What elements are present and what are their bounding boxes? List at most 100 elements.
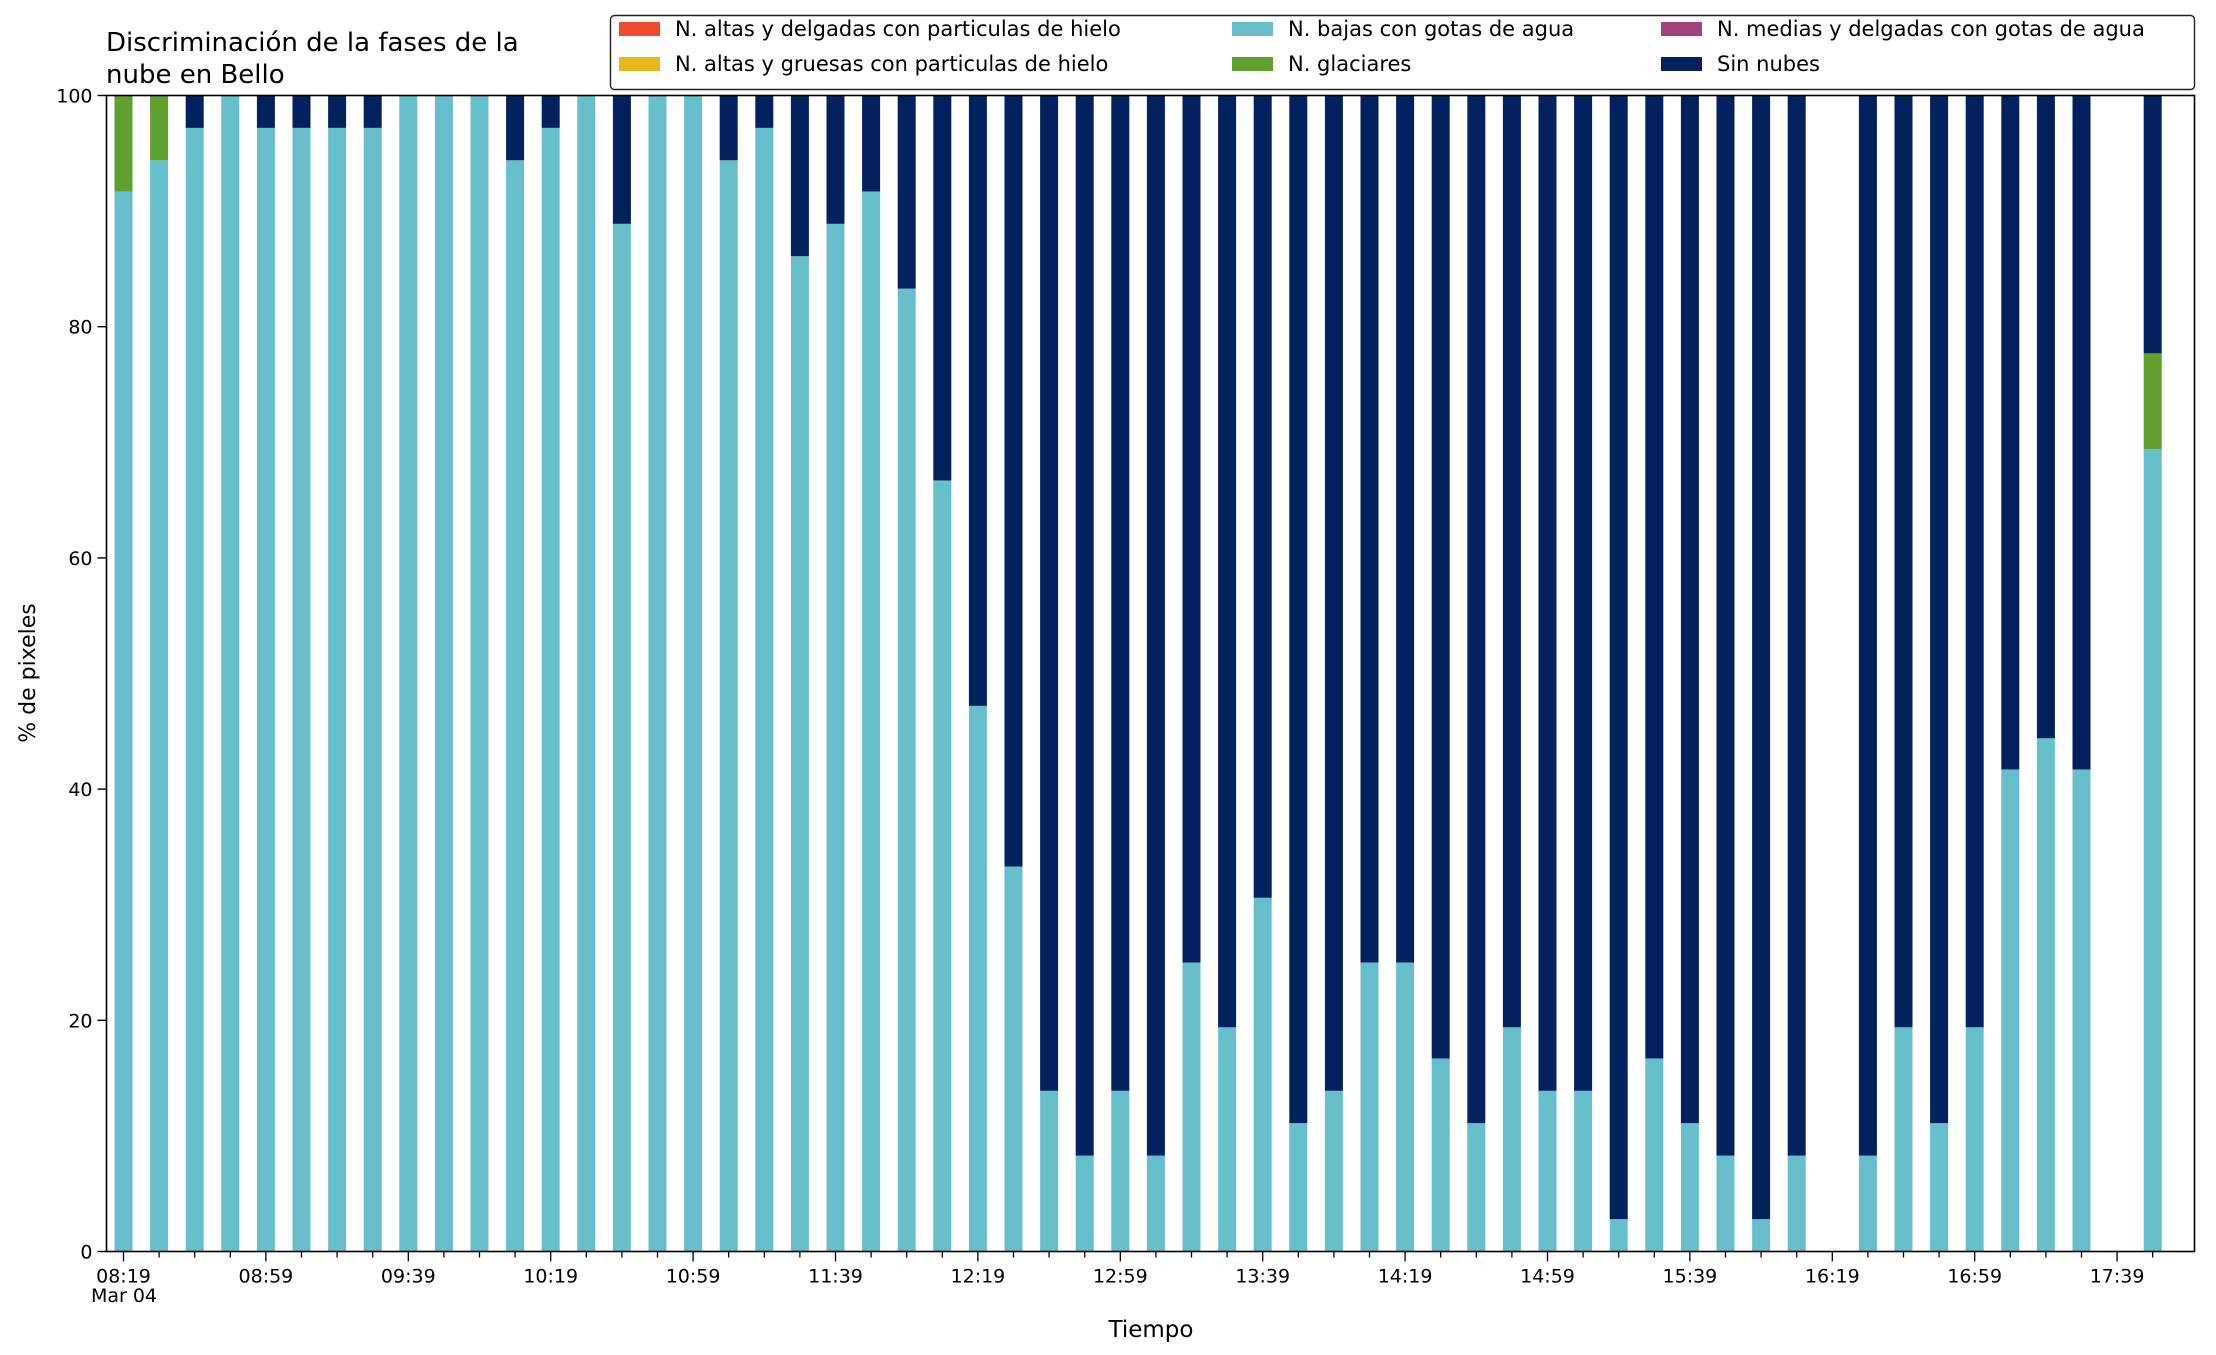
bar-segment-29-series-5 bbox=[1146, 95, 1165, 1156]
legend-label-2: N. bajas con gotas de agua bbox=[1288, 17, 1574, 41]
bar-segment-57-series-3 bbox=[2143, 353, 2162, 450]
y-tick-label-0: 0 bbox=[80, 1242, 92, 1264]
bar-segment-8-series-2 bbox=[399, 95, 418, 1252]
x-tick-label-11: 15:39 bbox=[1663, 1266, 1718, 1288]
bar-segment-9-series-2 bbox=[434, 95, 453, 1252]
bar-segment-55-series-2 bbox=[2072, 769, 2091, 1252]
bar-segment-52-series-5 bbox=[1965, 95, 1984, 1028]
bar-segment-17-series-5 bbox=[719, 95, 738, 161]
bar-segment-27-series-2 bbox=[1075, 1155, 1094, 1252]
bar-segment-43-series-5 bbox=[1645, 95, 1664, 1059]
legend-swatch-5 bbox=[1661, 57, 1702, 71]
bar-segment-33-series-2 bbox=[1289, 1123, 1308, 1252]
bar-segment-20-series-5 bbox=[826, 95, 845, 224]
bar-segment-24-series-2 bbox=[968, 705, 987, 1252]
x-tick-label-10: 14:59 bbox=[1520, 1266, 1575, 1288]
bar-segment-17-series-2 bbox=[719, 160, 738, 1252]
bar-segment-1-series-2 bbox=[150, 160, 169, 1252]
legend-label-5: Sin nubes bbox=[1717, 52, 1820, 76]
bar-segment-20-series-2 bbox=[826, 223, 845, 1252]
bar-segment-25-series-5 bbox=[1004, 95, 1023, 867]
y-tick-label-5: 100 bbox=[56, 86, 92, 108]
bar-segment-31-series-5 bbox=[1218, 95, 1237, 1028]
legend-frame bbox=[609, 14, 2196, 91]
bar-segment-52-series-2 bbox=[1965, 1027, 1984, 1252]
bar-segment-46-series-2 bbox=[1752, 1219, 1771, 1252]
bar-segment-40-series-5 bbox=[1538, 95, 1557, 1091]
bar-segment-6-series-5 bbox=[328, 95, 347, 128]
y-tick-label-3: 60 bbox=[68, 548, 92, 570]
bar-segment-19-series-2 bbox=[790, 256, 809, 1252]
bar-segment-50-series-2 bbox=[1894, 1027, 1913, 1252]
bar-segment-21-series-2 bbox=[862, 191, 881, 1252]
bar-segment-14-series-5 bbox=[612, 95, 631, 224]
x-tick-label-7: 12:59 bbox=[1093, 1266, 1148, 1288]
bar-segment-53-series-2 bbox=[2001, 769, 2020, 1252]
bar-segment-54-series-5 bbox=[2036, 95, 2055, 739]
bar-segment-2-series-2 bbox=[185, 127, 204, 1252]
legend-swatch-1 bbox=[619, 57, 660, 71]
bar-segment-18-series-5 bbox=[755, 95, 774, 128]
bar-segment-37-series-5 bbox=[1431, 95, 1450, 1059]
bar-segment-37-series-2 bbox=[1431, 1058, 1450, 1252]
bar-segment-41-series-5 bbox=[1574, 95, 1593, 1091]
legend: N. altas y delgadas con particulas de hi… bbox=[609, 14, 2196, 91]
bar-segment-23-series-2 bbox=[933, 480, 952, 1252]
bar-segment-0-series-2 bbox=[114, 191, 133, 1252]
bar-segment-11-series-5 bbox=[506, 95, 525, 161]
bar-segment-40-series-2 bbox=[1538, 1090, 1557, 1252]
legend-label-3: N. glaciares bbox=[1288, 52, 1411, 76]
bar-segment-36-series-2 bbox=[1396, 962, 1415, 1252]
bar-segment-32-series-2 bbox=[1253, 897, 1272, 1252]
bar-segment-47-series-2 bbox=[1787, 1155, 1806, 1252]
bar-segment-15-series-2 bbox=[648, 95, 667, 1252]
legend-swatch-3 bbox=[1232, 57, 1273, 71]
bar-segment-36-series-5 bbox=[1396, 95, 1415, 963]
bar-segment-26-series-2 bbox=[1040, 1090, 1059, 1252]
y-axis-label: % de pixeles bbox=[16, 603, 41, 742]
x-tick-sublabel: Mar 04 bbox=[91, 1285, 157, 1307]
bar-segment-42-series-2 bbox=[1609, 1219, 1628, 1252]
bar-segment-10-series-2 bbox=[470, 95, 489, 1252]
bar-segment-12-series-5 bbox=[541, 95, 560, 128]
bar-segment-0-series-3 bbox=[114, 95, 133, 192]
x-tick-label-8: 13:39 bbox=[1235, 1266, 1290, 1288]
legend-swatch-0 bbox=[619, 22, 660, 36]
bar-segment-6-series-2 bbox=[328, 127, 347, 1252]
legend-label-4: N. medias y delgadas con gotas de agua bbox=[1717, 17, 2145, 41]
bar-segment-46-series-5 bbox=[1752, 95, 1771, 1220]
bar-segment-42-series-5 bbox=[1609, 95, 1628, 1220]
bar-segment-27-series-5 bbox=[1075, 95, 1094, 1156]
bar-segment-22-series-5 bbox=[897, 95, 916, 289]
bar-segment-45-series-2 bbox=[1716, 1155, 1735, 1252]
bar-segment-31-series-2 bbox=[1218, 1027, 1237, 1252]
bar-segment-5-series-2 bbox=[292, 127, 311, 1252]
y-axis: 0 20 40 60 80 100 bbox=[56, 86, 107, 1264]
bar-segment-41-series-2 bbox=[1574, 1090, 1593, 1252]
bar-segment-44-series-2 bbox=[1680, 1123, 1699, 1252]
x-tick-label-3: 10:19 bbox=[523, 1266, 578, 1288]
bar-segment-7-series-5 bbox=[363, 95, 382, 128]
y-tick-label-1: 20 bbox=[68, 1010, 92, 1032]
bar-segment-47-series-5 bbox=[1787, 95, 1806, 1156]
bar-segment-7-series-2 bbox=[363, 127, 382, 1252]
bar-segment-38-series-2 bbox=[1467, 1123, 1486, 1252]
bar-segment-2-series-5 bbox=[185, 95, 204, 128]
bar-segment-44-series-5 bbox=[1680, 95, 1699, 1124]
bar-segment-4-series-2 bbox=[256, 127, 275, 1252]
bar-segment-51-series-5 bbox=[1930, 95, 1949, 1124]
bar-segment-11-series-2 bbox=[506, 160, 525, 1252]
bar-segment-43-series-2 bbox=[1645, 1058, 1664, 1252]
bar-segment-5-series-5 bbox=[292, 95, 311, 128]
bar-segment-57-series-5 bbox=[2143, 95, 2162, 354]
x-tick-label-4: 10:59 bbox=[666, 1266, 721, 1288]
bar-segment-28-series-5 bbox=[1111, 95, 1130, 1091]
bar-segment-4-series-5 bbox=[256, 95, 275, 128]
bar-segment-30-series-2 bbox=[1182, 962, 1201, 1252]
bar-segment-16-series-2 bbox=[684, 95, 703, 1252]
bar-segment-19-series-5 bbox=[790, 95, 809, 257]
bar-segment-49-series-2 bbox=[1858, 1155, 1877, 1252]
x-axis-label: Tiempo bbox=[1108, 1317, 1194, 1343]
bar-segment-26-series-5 bbox=[1040, 95, 1059, 1091]
